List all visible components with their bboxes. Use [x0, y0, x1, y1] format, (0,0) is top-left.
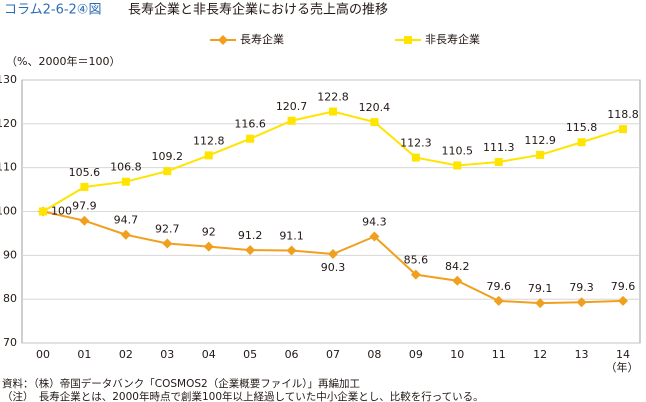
- point: [328, 249, 338, 260]
- x-tick-label: 07: [326, 348, 340, 361]
- x-tick-label: 06: [285, 348, 299, 361]
- x-tick-label: 12: [533, 348, 547, 361]
- point: [39, 207, 47, 216]
- data-label: 106.8: [110, 161, 142, 174]
- point: [246, 134, 255, 143]
- x-axis-label: （年）: [606, 360, 639, 374]
- data-label: 110.5: [442, 144, 474, 157]
- x-tick-label: 01: [77, 348, 91, 361]
- legend-label: 長寿企業: [240, 32, 284, 46]
- point: [245, 245, 256, 256]
- y-tick-label: 90: [3, 248, 17, 261]
- x-tick-label: 13: [575, 348, 589, 361]
- data-label: 111.3: [483, 141, 515, 154]
- point: [411, 153, 420, 162]
- point: [370, 118, 379, 127]
- x-tick-label: 02: [119, 348, 133, 361]
- y-tick-label: 110: [0, 161, 17, 174]
- point: [369, 231, 380, 242]
- figure-number: コラム2-6-2④図: [4, 3, 101, 18]
- point: [494, 157, 503, 166]
- data-label: 120.4: [359, 101, 391, 114]
- point: [329, 107, 337, 116]
- data-label: 122.8: [317, 91, 349, 104]
- data-label: 116.6: [234, 118, 266, 131]
- data-label: 112.9: [524, 134, 556, 147]
- point: [80, 182, 89, 191]
- point: [79, 215, 90, 226]
- y-tick-label: 130: [0, 73, 17, 86]
- x-tick-label: 14: [616, 348, 630, 361]
- y-tick-label: 120: [0, 117, 17, 130]
- x-tick-label: 10: [450, 348, 464, 361]
- data-label: 79.3: [569, 281, 594, 294]
- data-label: 118.8: [607, 108, 639, 121]
- point: [576, 297, 587, 308]
- x-tick-label: 09: [409, 348, 423, 361]
- source-note: 資料：（株）帝国データバンク「COSMOS2（企業概要ファイル）」再編加工: [2, 377, 360, 390]
- point: [218, 35, 228, 45]
- footnote: （注） 長寿企業とは、2000年時点で創業100年以上経過していた中小企業とし、…: [2, 390, 484, 402]
- data-label: 79.6: [486, 280, 511, 293]
- chart-title: 長寿企業と非長寿企業における売上高の推移: [128, 2, 388, 18]
- point: [404, 36, 412, 44]
- point: [287, 116, 296, 125]
- data-label: 120.7: [276, 100, 308, 113]
- point: [410, 269, 421, 280]
- y-axis-label: （%、2000年＝100）: [6, 54, 120, 68]
- point: [204, 151, 213, 160]
- point: [162, 238, 173, 249]
- point: [536, 150, 545, 159]
- data-label: 79.6: [611, 280, 636, 293]
- data-label: 105.6: [69, 166, 101, 179]
- x-tick-label: 05: [243, 348, 257, 361]
- data-label: 79.1: [528, 282, 553, 295]
- point: [577, 138, 586, 147]
- x-tick-label: 04: [202, 348, 216, 361]
- point: [121, 177, 130, 186]
- y-tick-label: 70: [3, 336, 17, 349]
- y-tick-label: 100: [0, 205, 17, 218]
- point: [535, 298, 546, 309]
- x-tick-label: 08: [367, 348, 381, 361]
- data-label: 100: [51, 205, 72, 218]
- point: [286, 245, 297, 256]
- data-label: 92: [202, 226, 216, 239]
- point: [452, 275, 463, 286]
- data-label: 85.6: [404, 254, 429, 267]
- x-tick-label: 00: [36, 348, 50, 361]
- data-label: 91.2: [238, 229, 263, 242]
- data-label: 91.1: [279, 230, 304, 243]
- y-tick-label: 80: [3, 292, 17, 305]
- data-label: 112.3: [400, 137, 432, 150]
- data-label: 112.8: [193, 134, 225, 147]
- x-tick-label: 03: [160, 348, 174, 361]
- data-label: 90.3: [321, 261, 346, 274]
- data-label: 94.3: [362, 215, 387, 228]
- point: [120, 229, 131, 240]
- data-label: 94.7: [114, 214, 139, 227]
- x-tick-label: 11: [492, 348, 506, 361]
- data-label: 97.9: [72, 200, 97, 213]
- data-label: 115.8: [566, 121, 598, 134]
- data-label: 84.2: [445, 260, 470, 273]
- legend-label: 非長寿企業: [425, 32, 480, 46]
- point: [493, 295, 504, 306]
- point: [453, 161, 462, 170]
- data-label: 92.7: [155, 222, 180, 235]
- point: [618, 295, 628, 306]
- data-label: 109.2: [152, 150, 184, 163]
- point: [619, 125, 627, 134]
- point: [163, 167, 172, 176]
- point: [203, 241, 214, 252]
